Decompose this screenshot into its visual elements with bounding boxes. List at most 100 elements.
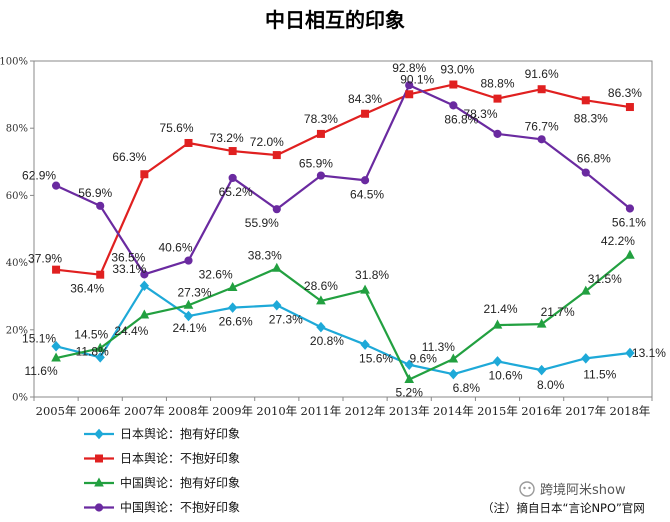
data-point <box>184 138 193 147</box>
data-label: 15.6% <box>359 352 393 366</box>
data-point <box>228 147 237 156</box>
y-tick-label: 0% <box>12 393 28 404</box>
source-footnote: （注）摘自日本“言论NPO”官网 <box>482 501 645 515</box>
data-point <box>581 168 590 177</box>
data-label: 66.8% <box>577 152 611 166</box>
data-label: 78.3% <box>304 112 338 126</box>
data-label: 78.3% <box>463 107 497 121</box>
data-point <box>316 295 326 305</box>
data-label: 76.7% <box>525 119 559 133</box>
data-label: 75.6% <box>159 121 193 135</box>
data-point <box>493 94 502 103</box>
x-tick-label: 2016年 <box>521 404 562 418</box>
data-label: 37.9% <box>28 252 62 266</box>
data-point <box>51 352 61 362</box>
wechat-icon <box>519 481 535 497</box>
x-tick-label: 2011年 <box>301 404 342 418</box>
data-label: 27.3% <box>269 312 303 326</box>
data-point <box>183 310 194 322</box>
data-point <box>272 151 281 160</box>
chart-title: 中日相互的印象 <box>265 8 405 32</box>
data-point <box>51 181 61 190</box>
legend-label: 日本舆论：抱有好印象 <box>120 426 240 441</box>
data-label: 65.9% <box>299 157 333 171</box>
data-point <box>140 270 149 279</box>
wechat-icon-eye-left <box>523 486 526 490</box>
data-label: 9.6% <box>410 352 438 366</box>
data-point <box>449 101 458 110</box>
data-label: 65.2% <box>219 185 253 199</box>
series-markers <box>51 80 635 384</box>
data-label: 40.6% <box>158 241 192 255</box>
data-point <box>625 347 635 359</box>
data-label: 86.3% <box>608 86 642 100</box>
data-point <box>271 262 282 272</box>
legend-swatch-marker <box>94 503 104 512</box>
data-point <box>625 103 634 112</box>
data-label: 55.9% <box>245 216 279 230</box>
data-point <box>492 356 503 367</box>
data-label: 15.1% <box>22 331 56 345</box>
data-point <box>448 368 459 380</box>
data-label: 5.2% <box>396 386 424 400</box>
data-label: 88.8% <box>480 77 514 91</box>
data-point <box>51 341 61 352</box>
data-point <box>537 85 546 94</box>
data-point <box>227 302 238 313</box>
y-tick-label: 100% <box>0 57 28 68</box>
data-point <box>360 176 370 185</box>
data-label: 36.5% <box>111 250 145 264</box>
data-point <box>537 135 546 144</box>
x-tick-label: 2017年 <box>565 404 606 418</box>
data-label: 11.6% <box>25 364 58 378</box>
legend-label: 日本舆论：不抱好印象 <box>120 451 240 466</box>
data-point <box>272 205 281 214</box>
legend-swatch-marker <box>94 477 104 487</box>
legend-label: 中国舆论：不抱好印象 <box>120 500 240 515</box>
x-tick-label: 2018年 <box>610 404 651 418</box>
data-point <box>493 129 502 139</box>
data-point <box>449 80 458 89</box>
x-tick-label: 2007年 <box>124 404 165 418</box>
y-tick-label: 40% <box>6 258 28 269</box>
data-point <box>360 339 370 350</box>
x-tick-label: 2009年 <box>212 404 253 418</box>
data-label: 56.1% <box>612 216 646 230</box>
data-label: 88.3% <box>574 111 608 125</box>
data-label: 72.0% <box>250 135 284 149</box>
data-label: 73.2% <box>210 131 244 145</box>
legend-swatch-marker <box>95 454 103 463</box>
series-lines <box>55 83 631 381</box>
data-point <box>625 249 635 259</box>
data-point <box>96 270 105 279</box>
data-label: 31.8% <box>355 268 389 282</box>
data-label: 91.6% <box>525 67 559 81</box>
data-label: 24.1% <box>172 321 206 335</box>
data-point <box>316 129 325 138</box>
wechat-icon-eye-right <box>528 486 531 490</box>
series-line <box>55 254 631 381</box>
data-point <box>183 299 194 309</box>
x-tick-label: 2010年 <box>256 404 297 418</box>
data-label: 92.8% <box>392 61 426 75</box>
x-tick-label: 2013年 <box>389 404 430 418</box>
y-tick-label: 80% <box>6 124 28 135</box>
legend-swatch-marker <box>94 428 104 440</box>
data-label: 36.4% <box>70 282 104 296</box>
data-point <box>228 173 237 183</box>
data-point <box>536 318 547 328</box>
x-tick-label: 2012年 <box>345 404 386 418</box>
series-line <box>55 83 631 276</box>
data-label: 13.1% <box>632 346 666 360</box>
data-point <box>581 353 591 364</box>
data-point <box>625 204 635 213</box>
data-point <box>184 256 193 265</box>
data-point <box>96 201 105 210</box>
data-label: 8.0% <box>537 378 565 392</box>
data-label: 31.5% <box>588 272 622 286</box>
data-label: 56.9% <box>78 186 112 200</box>
data-point <box>404 373 415 384</box>
data-label: 14.5% <box>74 327 108 341</box>
data-label: 11.5% <box>583 367 616 381</box>
